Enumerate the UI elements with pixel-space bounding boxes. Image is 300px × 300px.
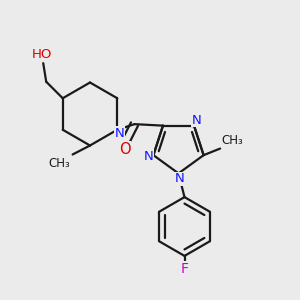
Text: N: N <box>144 150 154 163</box>
Text: HO: HO <box>32 48 52 61</box>
Text: CH₃: CH₃ <box>222 134 243 147</box>
Text: F: F <box>181 262 188 276</box>
Text: O: O <box>119 142 130 157</box>
Text: N: N <box>175 172 185 185</box>
Text: N: N <box>115 127 124 140</box>
Text: CH₃: CH₃ <box>48 157 70 170</box>
Text: N: N <box>191 114 201 127</box>
